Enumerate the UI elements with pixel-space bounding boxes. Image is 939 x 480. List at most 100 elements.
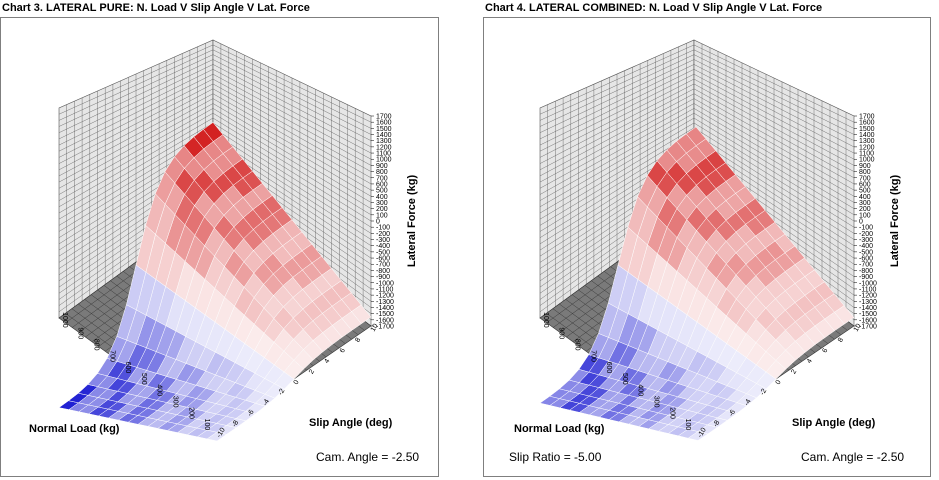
z-tick-label: -700 xyxy=(376,262,390,269)
wall-gridline xyxy=(539,127,855,228)
z-tick-label: -500 xyxy=(859,249,873,256)
x-tick-label: 500 xyxy=(621,373,628,385)
z-tick-label: 900 xyxy=(376,163,388,170)
wall-gridline xyxy=(58,69,372,154)
z-axis: 1700160015001400130012001100100090080070… xyxy=(854,114,877,331)
z-tick-label: 500 xyxy=(376,188,388,195)
z-tick-label: -1700 xyxy=(376,324,394,331)
surface-chart-lateral-combined: 1700160015001400130012001100100090080070… xyxy=(514,39,901,441)
x-tick-label: 800 xyxy=(574,339,581,351)
z-tick-label: -1400 xyxy=(859,305,877,312)
surface-cell xyxy=(203,122,224,142)
x-axis: 1000 900 800 700 600 500 400 300 200 100 xyxy=(61,312,210,430)
y-axis-title: Slip Angle (deg) xyxy=(792,417,876,429)
wall-gridline xyxy=(539,88,855,178)
z-tick-label: -1100 xyxy=(376,286,393,293)
y-tick-label: 10 xyxy=(370,323,380,333)
y-tick-label: -10 xyxy=(216,427,227,439)
z-tick-label: 1000 xyxy=(376,157,392,164)
y-tick-label: 0 xyxy=(293,379,301,386)
z-tick-label: 400 xyxy=(376,194,388,201)
x-axis-title: Normal Load (kg) xyxy=(29,423,120,435)
z-tick-label: -1100 xyxy=(859,286,876,293)
z-tick-label: -1200 xyxy=(376,293,394,300)
x-tick-label: 100 xyxy=(684,419,691,431)
y-axis-title: Slip Angle (deg) xyxy=(309,417,393,429)
z-tick-label: -200 xyxy=(859,231,873,238)
chart-frame: 1700 1600 1500 1400 1300 1200 1100 1000 900 800 70… xyxy=(483,17,931,477)
wall-gridline xyxy=(539,78,855,166)
z-tick-label: -500 xyxy=(376,249,390,256)
wall-gridline xyxy=(539,117,855,215)
wall-gridline xyxy=(58,59,372,141)
surface-chart-lateral-pure: 1700160015001400130012001100100090080070… xyxy=(29,39,418,442)
z-tick-label: 700 xyxy=(376,175,388,182)
wall-gridline xyxy=(539,98,855,191)
surface-cell xyxy=(685,126,707,147)
wall-gridline xyxy=(58,73,372,160)
z-tick-label: 1500 xyxy=(859,126,875,133)
z-tick-label: -400 xyxy=(859,243,873,250)
z-tick-label: 300 xyxy=(376,200,388,207)
z-tick-label: 0 xyxy=(859,219,863,226)
wall-gridline xyxy=(58,64,372,148)
chart-title: Chart 4. LATERAL COMBINED: N. Load V Sli… xyxy=(485,2,823,14)
y-tick-label: -6 xyxy=(246,409,255,418)
wall-gridline xyxy=(539,122,855,222)
z-tick-label: 1500 xyxy=(376,126,392,133)
wall-gridline xyxy=(58,83,372,172)
wall-gridline xyxy=(58,98,372,191)
z-tick-label: -200 xyxy=(376,231,390,238)
wall-gridline xyxy=(58,108,372,203)
x-tick-label: 300 xyxy=(653,396,660,408)
z-tick-label: -1000 xyxy=(376,280,394,287)
surface xyxy=(58,122,372,442)
slip-ratio-readout: Slip Ratio = -5.00 xyxy=(509,450,602,464)
wall-gridline xyxy=(539,93,855,185)
y-tick-label: -2 xyxy=(759,388,768,397)
wall-gridline xyxy=(539,44,855,123)
y-tick-label: 8 xyxy=(837,337,845,344)
z-tick-label: 0 xyxy=(376,219,380,226)
y-tick-label: -8 xyxy=(231,419,240,428)
z-tick-label: -1300 xyxy=(376,299,394,306)
z-tick-label: 1200 xyxy=(376,144,392,151)
wall-gridline xyxy=(58,49,372,129)
z-tick-label: 1700 xyxy=(376,114,392,121)
z-tick-label: -900 xyxy=(376,274,390,281)
y-tick-label: 4 xyxy=(323,358,331,365)
x-tick-label: 900 xyxy=(558,327,565,339)
z-tick-label: 500 xyxy=(859,188,871,195)
chart-panel-lateral-pure: Chart 3. LATERAL PURE: N. Load V Slip An… xyxy=(0,0,448,478)
z-tick-label: 400 xyxy=(859,194,871,201)
wall-gridline xyxy=(58,54,372,135)
z-tick-label: 1700 xyxy=(859,114,875,121)
x-tick-label: 600 xyxy=(124,362,131,374)
z-tick-label: 600 xyxy=(376,181,388,188)
wall-gridline xyxy=(539,69,855,154)
x-tick-label: 400 xyxy=(156,384,163,396)
z-tick-label: 1600 xyxy=(376,120,392,127)
surface xyxy=(539,126,855,441)
z-tick-label: 1400 xyxy=(859,132,875,139)
wall-gridline xyxy=(539,59,855,141)
z-axis-title: Lateral Force (kg) xyxy=(406,175,418,268)
z-tick-label: 1300 xyxy=(859,138,875,145)
z-tick-label: 800 xyxy=(376,169,388,176)
x-tick-label: 1000 xyxy=(61,312,68,328)
y-tick-label: -2 xyxy=(277,388,286,397)
x-tick-label: 600 xyxy=(605,362,612,374)
z-tick-label: -800 xyxy=(859,268,873,275)
z-tick-label: -1400 xyxy=(376,305,394,312)
x-tick-label: 300 xyxy=(172,396,179,408)
y-tick-label: -8 xyxy=(712,419,721,428)
z-tick-label: -1200 xyxy=(859,293,877,300)
z-tick-label: 200 xyxy=(859,206,871,213)
y-tick-label: -4 xyxy=(262,398,271,407)
camber-angle-readout: Cam. Angle = -2.50 xyxy=(801,450,905,464)
x-tick-label: 1000 xyxy=(542,312,549,328)
wall-gridline xyxy=(58,78,372,166)
chart-title: Chart 3. LATERAL PURE: N. Load V Slip An… xyxy=(2,2,310,14)
wall-gridline xyxy=(539,64,855,148)
wall-gridline xyxy=(539,112,855,209)
